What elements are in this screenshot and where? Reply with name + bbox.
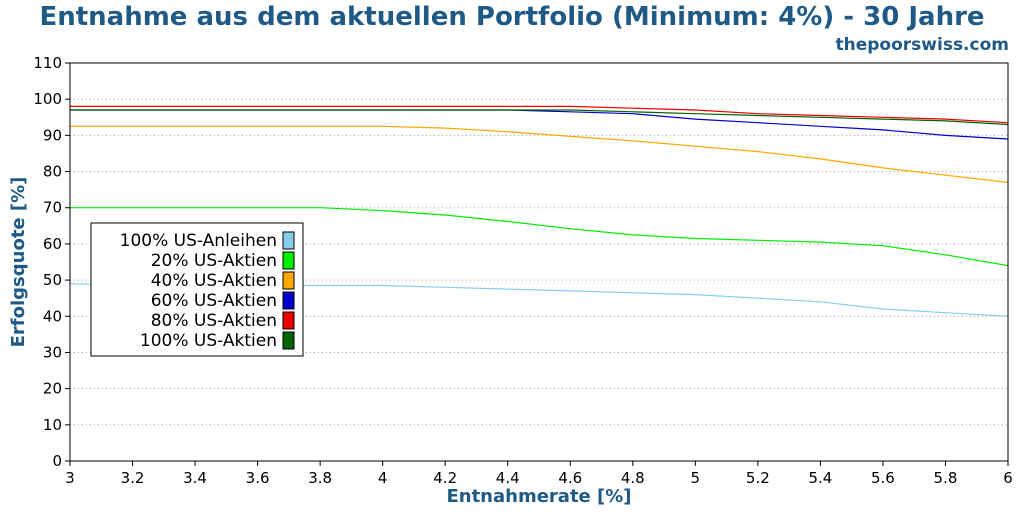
- legend-swatch: [282, 311, 295, 330]
- x-tick-label: 3.8: [308, 469, 332, 487]
- x-tick-label: 4.8: [621, 469, 645, 487]
- y-tick-label: 90: [43, 126, 62, 144]
- legend-label: 100% US-Anleihen: [120, 231, 277, 251]
- legend-swatch: [282, 291, 295, 310]
- series-line-2: [70, 207, 1009, 267]
- x-axis-title: Entnahmerate [%]: [446, 486, 631, 507]
- plot-frame: [69, 62, 1009, 462]
- x-tick-label: 4.2: [433, 469, 457, 487]
- legend-label: 80% US-Aktien: [151, 311, 277, 331]
- y-tick-label: 20: [43, 380, 62, 398]
- x-tick-label: 5: [691, 469, 701, 487]
- legend-swatch: [282, 331, 295, 350]
- y-axis-title: Erfolgsquote [%]: [8, 177, 29, 348]
- y-tick-label: 70: [43, 199, 62, 217]
- y-tick-label: 100: [33, 90, 62, 108]
- y-tick-label: 0: [52, 452, 62, 470]
- x-tick-label: 4.6: [558, 469, 582, 487]
- y-tick-label: 80: [43, 163, 62, 181]
- legend-swatch: [282, 271, 295, 290]
- legend-swatch: [282, 231, 295, 250]
- chart-title: Entnahme aus dem aktuellen Portfolio (Mi…: [39, 2, 984, 32]
- x-tick-label: 5.4: [808, 469, 832, 487]
- legend-swatch: [282, 251, 295, 270]
- x-tick-label: 5.8: [934, 469, 958, 487]
- y-tick-label: 110: [33, 54, 62, 72]
- x-tick-label: 5.2: [746, 469, 770, 487]
- series-line-6: [70, 109, 1009, 126]
- legend-box: [90, 222, 304, 357]
- x-tick-label: 4.4: [496, 469, 520, 487]
- source-label: thepoorswiss.com: [836, 35, 1010, 55]
- series-line-5: [70, 105, 1009, 124]
- x-tick-label: 6: [1003, 469, 1013, 487]
- legend-label: 40% US-Aktien: [151, 271, 277, 291]
- legend-label: 100% US-Aktien: [140, 331, 277, 351]
- x-tick-label: 4: [378, 469, 388, 487]
- y-tick-label: 40: [43, 307, 62, 325]
- legend-label: 20% US-Aktien: [151, 251, 277, 271]
- y-tick-label: 50: [43, 271, 62, 289]
- legend-label: 60% US-Aktien: [151, 291, 277, 311]
- y-tick-label: 30: [43, 343, 62, 361]
- x-tick-label: 5.6: [871, 469, 895, 487]
- axis-ticks: 0 10 20 30 40 50 60 70 80 90 100 110 3 3.2 3.4 3.6 3.8 4 4…: [33, 54, 1012, 487]
- series-layer: [69, 105, 1009, 317]
- x-tick-label: 3.6: [246, 469, 270, 487]
- x-tick-label: 3.2: [121, 469, 145, 487]
- x-tick-label: 3: [65, 469, 75, 487]
- x-tick-label: 3.4: [183, 469, 207, 487]
- series-line-3: [70, 125, 1009, 183]
- y-tick-label: 60: [43, 235, 62, 253]
- y-tick-label: 10: [43, 416, 62, 434]
